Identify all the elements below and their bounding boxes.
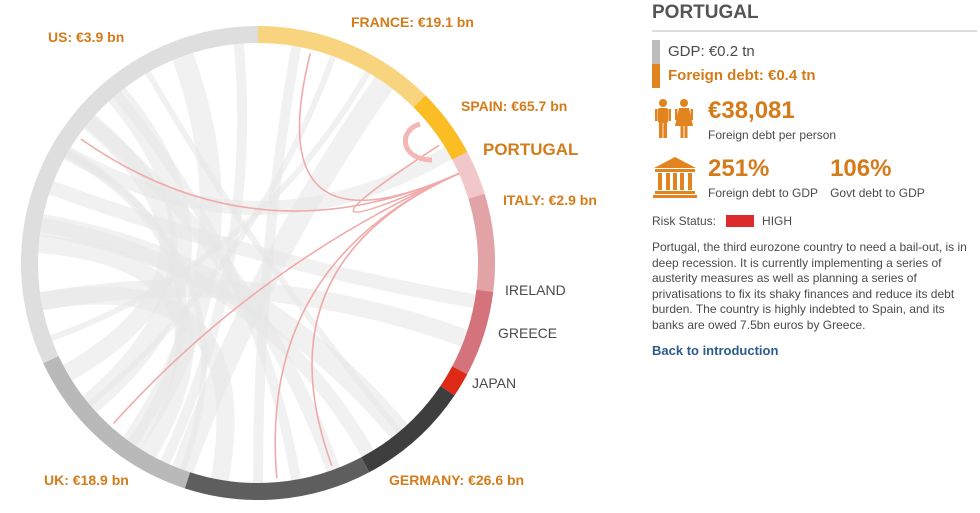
country-title: PORTUGAL (652, 2, 759, 23)
chord-ribbon (39, 286, 235, 482)
segment-label-greece[interactable]: GREECE (498, 325, 558, 341)
chord-ribbon (48, 181, 476, 309)
risk-status-value: HIGH (762, 214, 793, 228)
gdp-legend-label: GDP: €0.2 tn (668, 42, 755, 60)
portugal-debt-link (112, 172, 460, 425)
portugal-debt-links (80, 53, 460, 479)
chord-ring (21, 26, 495, 500)
ring-segment-italy[interactable] (468, 193, 495, 292)
debt-ratio-stats: 251% Foreign debt to GDP 106% Govt debt … (652, 156, 980, 200)
segment-label-portugal[interactable]: PORTUGAL (483, 140, 579, 159)
chord-svg (21, 26, 495, 500)
ring-segment-japan[interactable] (361, 385, 455, 473)
foreign-debt-gdp-stat: 251% Foreign debt to GDP (708, 155, 819, 201)
segment-label-us[interactable]: US: €3.9 bn (48, 29, 125, 45)
per-person-caption: Foreign debt per person (708, 128, 837, 142)
per-person-stat: €38,081 Foreign debt per person (652, 98, 980, 142)
ring-segment-france[interactable] (257, 26, 426, 108)
segment-label-france[interactable]: FRANCE: €19.1 bn (351, 14, 474, 30)
country-description: Portugal, the third eurozone country to … (652, 240, 967, 332)
chord-ribbon (39, 213, 408, 439)
chord-ribbon (63, 146, 453, 215)
ring-segment-us[interactable] (21, 26, 259, 364)
foreign-debt-legend-swatch (652, 64, 660, 88)
ring-segment-greece[interactable] (440, 366, 468, 396)
segment-label-germany[interactable]: GERMANY: €26.6 bn (389, 472, 525, 488)
title-divider (652, 30, 977, 32)
chord-ribbon (160, 43, 248, 465)
govt-debt-gdp-value: 106% (830, 155, 892, 182)
back-to-introduction-link[interactable]: Back to introduction (652, 343, 779, 358)
risk-status-swatch (726, 215, 755, 227)
foreign-debt-gdp-caption: Foreign debt to GDP (708, 186, 819, 200)
chord-ribbon (172, 76, 394, 474)
portugal-debt-link (274, 172, 460, 479)
segment-label-japan[interactable]: JAPAN (472, 375, 517, 391)
chord-ribbons (38, 43, 476, 484)
foreign-debt-legend-label: Foreign debt: €0.4 tn (668, 66, 816, 84)
ring-segment-germany[interactable] (184, 457, 370, 500)
gdp-legend-swatch (652, 40, 660, 64)
govt-debt-gdp-stat: 106% Govt debt to GDP (830, 155, 925, 201)
segment-label-ireland[interactable]: IRELAND (505, 282, 566, 298)
bank-building-icon (653, 157, 697, 198)
debt-chord-diagram (21, 26, 495, 500)
risk-status-label: Risk Status: (652, 214, 717, 228)
foreign-debt-gdp-value: 251% (708, 155, 770, 182)
segment-label-spain[interactable]: SPAIN: €65.7 bn (461, 98, 568, 114)
chord-ribbon (62, 114, 178, 381)
portugal-debt-link (352, 144, 460, 213)
foreign-debt-legend: Foreign debt: €0.4 tn (652, 64, 980, 88)
people-icon (655, 99, 693, 138)
govt-debt-gdp-caption: Govt debt to GDP (830, 186, 925, 200)
per-person-value: €38,081 (708, 97, 795, 124)
ring-segment-portugal[interactable] (452, 151, 485, 199)
ring-segment-uk[interactable] (43, 355, 191, 489)
per-person-text: €38,081 Foreign debt per person (708, 97, 837, 143)
portugal-spain-loop (403, 121, 433, 163)
gdp-legend: GDP: €0.2 tn (652, 40, 980, 64)
risk-status: Risk Status: HIGH (652, 214, 980, 228)
ring-segment-ireland[interactable] (452, 289, 494, 375)
chord-ribbon (64, 148, 188, 447)
country-info-panel: PORTUGAL GDP: €0.2 tn Foreign debt: €0.4… (652, 0, 980, 508)
portugal-debt-link (80, 138, 460, 212)
segment-label-uk[interactable]: UK: €18.9 bn (44, 472, 129, 488)
ring-segment-spain[interactable] (413, 95, 468, 160)
segment-label-italy[interactable]: ITALY: €2.9 bn (503, 192, 597, 208)
